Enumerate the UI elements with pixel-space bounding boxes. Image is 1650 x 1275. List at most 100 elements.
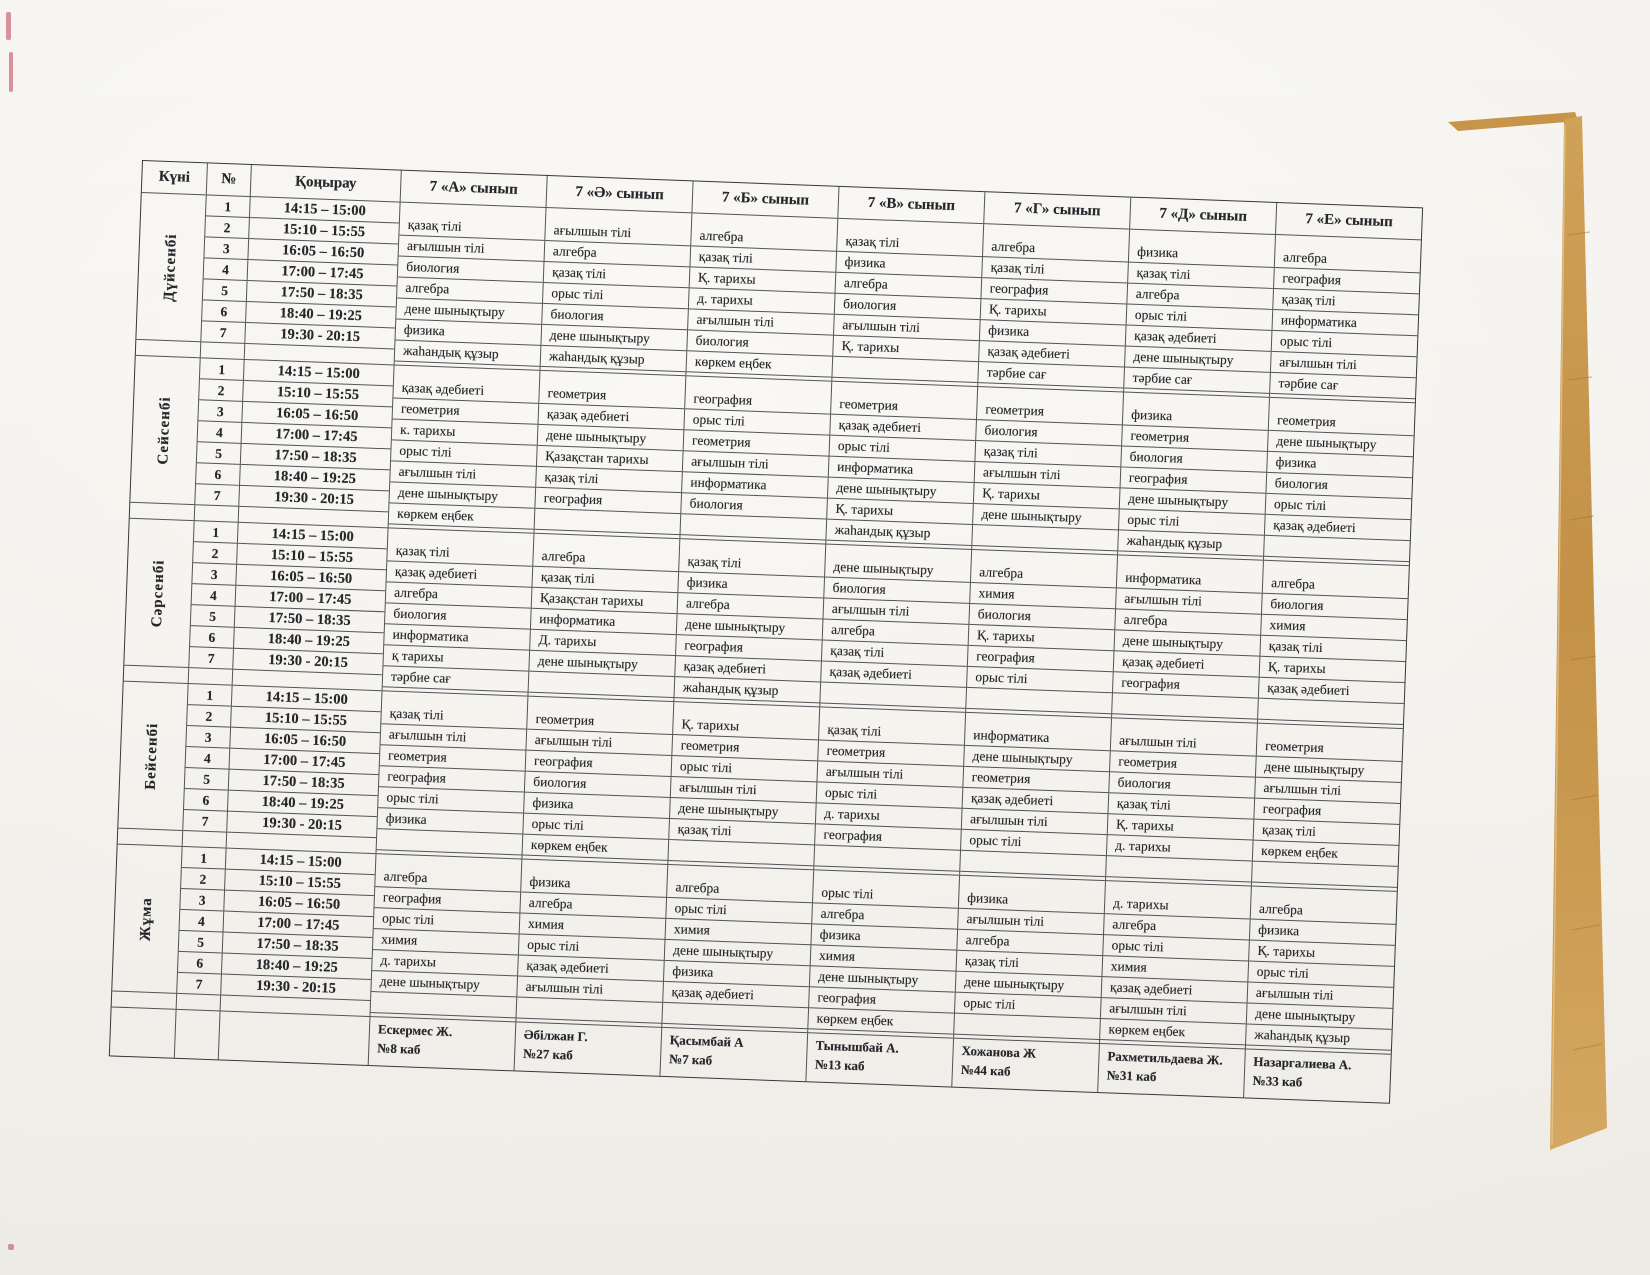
class-column-cells: орыс тілі алгебра физика химия дене шынықтыр…: [808, 870, 959, 1035]
subject-cell: [680, 514, 827, 541]
subject-cell: тәрбие сағ: [1270, 372, 1416, 400]
class-column-cells: алгебра қазақ тілі география Қ. тарихы физик…: [978, 224, 1129, 389]
class-column-4: геометрия биология қазақ тілі ағылшын тілі Қ…: [971, 387, 1124, 555]
teacher-cell-3: Тынышбай А. №13 каб: [805, 1033, 954, 1087]
subject-cell: [376, 829, 523, 856]
lesson-number: 5: [184, 768, 229, 791]
class-column-5: физика геометрия биология география дене шын…: [1117, 392, 1269, 560]
class-column-6: алгебра физика Қ. тарихы орыс тілі ағылшын т…: [1244, 886, 1397, 1054]
class-column-3: орыс тілі алгебра физика химия дене шынықтыр…: [807, 870, 960, 1038]
class-column-4: алгебра химия биология Қ. тарихы география ор…: [965, 549, 1118, 718]
subject-cell: жаһандық құзыр: [1118, 530, 1264, 557]
class-column-cells: информатика дене шынықтыру геометрия қазақ …: [960, 713, 1111, 878]
lesson-number: 3: [204, 237, 249, 260]
class-column-0: қазақ тілі ағылшын тілі биология алгебра ден…: [393, 202, 546, 370]
class-column-cells: алгебра география қазақ тілі информатика оры…: [1270, 235, 1421, 400]
class-column-cells: қазақ тілі физика алгебра биология ағылшын т…: [832, 219, 983, 384]
class-column-5: физика қазақ тілі алгебра орыс тілі қазақ әд…: [1123, 229, 1276, 397]
class-column-2: қазақ тілі физика алгебра дене шынықтыру гео…: [673, 539, 826, 707]
lesson-time: 19:30 - 20:15: [221, 974, 371, 1002]
lesson-number: 7: [201, 321, 246, 344]
red-edge-mark: [9, 52, 13, 92]
teacher-room: №33 каб: [1252, 1072, 1303, 1090]
subject-cell: [814, 845, 961, 872]
header-cell-day: Күні: [158, 168, 191, 186]
lesson-time-column: 14:15 – 15:00 15:10 – 15:55 16:05 – 16:50 1…: [237, 359, 394, 528]
lesson-number: 6: [202, 300, 246, 323]
header-cell-class-3: 7 «В» сынып: [837, 186, 985, 224]
class-column-cells: физика геометрия биология география дене шын…: [1118, 392, 1269, 557]
teacher-cell-4: Хожанова Ж №44 каб: [951, 1038, 1099, 1092]
lesson-number: 2: [193, 542, 237, 565]
subject-cell: жаһандық құзыр: [394, 340, 541, 367]
class-column-2: география орыс тілі геометрия ағылшын тілі и…: [679, 376, 832, 544]
lesson-time: 19:30 - 20:15: [227, 811, 377, 839]
class-column-cells: геометрия дене шынықтыру ағылшын тілі геогр…: [1252, 724, 1403, 888]
header-cell-class-5: 7 «Д» сынып: [1129, 197, 1277, 234]
class-column-cells: физика ағылшын тілі алгебра қазақ тілі дене …: [954, 876, 1105, 1041]
class-column-6: алгебра биология химия қазақ тілі Қ. тарихы қ…: [1256, 560, 1409, 729]
subject-cell: [1106, 856, 1252, 883]
red-edge-mark: [8, 1244, 14, 1250]
class-column-6: алгебра география қазақ тілі информатика оры…: [1269, 234, 1421, 403]
class-column-0: қазақ әдебиеті геометрия к. тарихы орыс тіл…: [387, 365, 540, 533]
class-column-cells: алгебра физика Қ. тарихы орыс тілі ағылшын т…: [1246, 887, 1397, 1051]
class-column-cells: алгебра география орыс тілі химия д. тарихы д…: [370, 854, 522, 1019]
header-cell-num: №: [205, 163, 251, 197]
lesson-number: 3: [180, 888, 225, 912]
lesson-number: 2: [187, 705, 231, 728]
class-column-cells: геометрия қазақ әдебиеті орыс тілі информат…: [826, 382, 977, 546]
subject-cell: [960, 850, 1106, 878]
lesson-number: 6: [190, 626, 234, 649]
lesson-time-column: 14:15 – 15:00 15:10 – 15:55 16:05 – 16:50 1…: [225, 685, 382, 854]
header-cell-class-1: 7 «Ә» сынып: [545, 175, 693, 213]
lesson-number: 7: [183, 809, 227, 833]
day-label: Сейсенбі: [155, 395, 174, 465]
subject-cell: жаһандық құзыр: [1246, 1024, 1392, 1051]
lesson-number: 1: [187, 684, 232, 707]
class-column-cells: география орыс тілі геометрия ағылшын тілі и…: [680, 376, 831, 541]
class-column-cells: алгебра биология химия қазақ тілі Қ. тарихы қ…: [1258, 561, 1409, 726]
class-column-3: қазақ тілі физика алгебра биология ағылшын т…: [831, 218, 984, 387]
subject-cell: көркем еңбек: [388, 503, 535, 530]
lesson-time: 19:30 - 20:15: [239, 485, 389, 513]
class-column-4: физика ағылшын тілі алгебра қазақ тілі дене …: [953, 875, 1105, 1044]
subject-cell: [668, 839, 815, 867]
class-column-cells: Қ. тарихы геометрия орыс тілі ағылшын тілі д…: [668, 702, 819, 867]
subject-cell: тәрбие сағ: [382, 666, 529, 693]
class-column-2: Қ. тарихы геометрия орыс тілі ағылшын тілі д…: [667, 702, 820, 870]
teacher-room: №7 каб: [668, 1050, 713, 1068]
subject-cell: [516, 997, 663, 1024]
lesson-time: 19:30 - 20:15: [233, 648, 383, 676]
subject-cell: тәрбие сағ: [978, 362, 1124, 389]
day-label-main: Бейсенбі: [118, 681, 188, 831]
subject-cell: [528, 671, 675, 699]
subject-cell: [954, 1013, 1100, 1041]
subject-cell: [1258, 698, 1404, 726]
class-column-3: қазақ тілі геометрия ағылшын тілі орыс тілі…: [813, 707, 966, 875]
class-column-cells: ағылшын тілі геометрия биология қазақ тілі Қ…: [1106, 718, 1257, 883]
lesson-number: 6: [183, 789, 228, 812]
lesson-time: 19:30 - 20:15: [245, 322, 395, 350]
day-label-main: Сәрсенбі: [124, 518, 194, 669]
class-column-2: алгебра қазақ тілі Қ. тарихы д. тарихы ағылш…: [685, 213, 838, 381]
subject-cell: жаһандық құзыр: [826, 519, 973, 546]
lesson-number: 7: [195, 484, 240, 507]
class-column-1: геометрия ағылшын тілі география биология фи…: [521, 696, 674, 864]
class-column-cells: геометрия ағылшын тілі география биология фи…: [522, 697, 674, 861]
lesson-number: 6: [177, 951, 222, 975]
teacher-cell-2: Қасымбай А №7 каб: [659, 1027, 808, 1082]
subject-cell: [972, 524, 1118, 552]
lesson-number: 4: [185, 747, 230, 770]
class-column-cells: алгебра орыс тілі химия дене шынықтыру физик…: [662, 865, 813, 1030]
lesson-number: 2: [199, 379, 243, 402]
lesson-number: 7: [189, 647, 233, 670]
lesson-number: 2: [205, 216, 249, 239]
subject-cell: [662, 1002, 809, 1030]
subject-cell: көркем еңбек: [1100, 1019, 1246, 1046]
header-cell-bell: Қоңырау: [249, 165, 401, 202]
